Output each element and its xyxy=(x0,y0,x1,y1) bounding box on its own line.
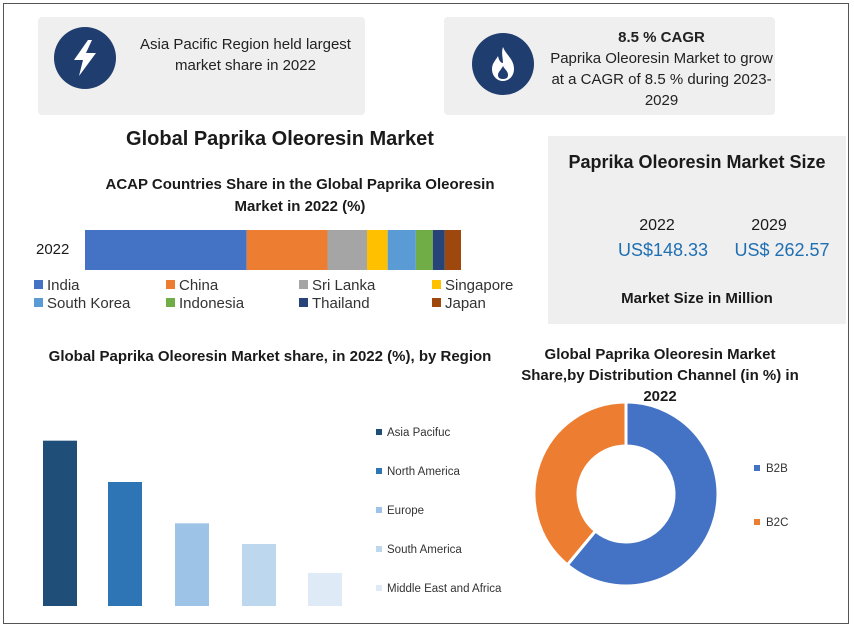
market-size-value-2022: US$148.33 xyxy=(617,240,709,260)
region-legend-swatch-south-america xyxy=(376,546,382,552)
legend-label-china: China xyxy=(179,277,219,294)
highlight-card-region: Asia Pacific Region held largest market … xyxy=(38,17,365,115)
stacked-segment-singapore xyxy=(367,230,388,270)
legend-label-south-korea: South Korea xyxy=(47,295,131,312)
stacked-bar-category-label: 2022 xyxy=(36,241,70,258)
region-legend-swatch-asia-pacifuc xyxy=(376,429,382,435)
market-size-footer: Market Size in Million xyxy=(621,290,773,307)
channel-legend-swatch-b2c xyxy=(754,519,760,525)
region-legend-label-north-america: North America xyxy=(387,466,460,478)
region-legend-label-middle-east-and-africa: Middle East and Africa xyxy=(387,583,502,595)
channel-chart-title: Global Paprika Oleoresin Market Share,by… xyxy=(521,346,799,405)
highlight-card-cagr: 8.5 % CAGR Paprika Oleoresin Market to g… xyxy=(444,17,775,115)
stacked-segment-south-korea xyxy=(387,230,416,270)
region-legend-swatch-europe xyxy=(376,507,382,513)
channel-legend-label-b2c: B2C xyxy=(766,517,788,529)
region-legend-label-asia-pacifuc: Asia Pacifuc xyxy=(387,427,451,439)
legend-label-indonesia: Indonesia xyxy=(179,295,245,312)
lightning-bolt-icon xyxy=(54,27,116,89)
market-size-card: Paprika Oleoresin Market Size 2022 US$14… xyxy=(548,136,846,324)
legend-swatch-south-korea xyxy=(34,298,43,307)
legend-swatch-china xyxy=(166,280,175,289)
stacked-segment-japan xyxy=(444,230,461,270)
legend-swatch-singapore xyxy=(432,280,441,289)
page-title: Global Paprika Oleoresin Market xyxy=(126,128,434,150)
market-size-title: Paprika Oleoresin Market Size xyxy=(568,152,826,172)
stacked-segment-indonesia xyxy=(415,230,433,270)
market-size-value-2029: US$ 262.57 xyxy=(734,240,830,260)
region-highlight-text: Asia Pacific Region held largest market … xyxy=(140,36,351,74)
legend-label-thailand: Thailand xyxy=(312,295,370,312)
legend-swatch-japan xyxy=(432,298,441,307)
stacked-segment-thailand xyxy=(432,230,445,270)
legend-label-india: India xyxy=(47,277,80,294)
flame-icon xyxy=(472,33,534,95)
legend-label-singapore: Singapore xyxy=(445,277,513,294)
legend-swatch-sri-lanka xyxy=(299,280,308,289)
donut-slice-b2b xyxy=(565,400,720,588)
donut-slice-b2c xyxy=(532,400,628,568)
channel-legend-label-b2b: B2B xyxy=(766,463,788,475)
region-legend-swatch-middle-east-and-africa xyxy=(376,585,382,591)
stacked-segment-china xyxy=(246,230,328,270)
legend-swatch-thailand xyxy=(299,298,308,307)
market-size-year-2029: 2029 xyxy=(751,217,787,234)
region-bar-south-america xyxy=(242,544,276,606)
stacked-segment-india xyxy=(85,230,247,270)
legend-label-sri-lanka: Sri Lanka xyxy=(312,277,376,294)
acap-chart-title: ACAP Countries Share in the Global Papri… xyxy=(105,176,495,215)
channel-legend-swatch-b2b xyxy=(754,465,760,471)
region-legend-label-south-america: South America xyxy=(387,544,462,556)
legend-label-japan: Japan xyxy=(445,295,486,312)
legend-swatch-india xyxy=(34,280,43,289)
cagr-text: Paprika Oleoresin Market to grow at a CA… xyxy=(550,50,773,109)
cagr-heading: 8.5 % CAGR xyxy=(618,29,705,46)
region-legend-label-europe: Europe xyxy=(387,505,424,517)
legend-swatch-indonesia xyxy=(166,298,175,307)
region-bar-asia-pacifuc xyxy=(43,440,77,606)
stacked-segment-sri-lanka xyxy=(327,230,367,270)
region-bar-europe xyxy=(175,523,209,606)
region-legend-swatch-north-america xyxy=(376,468,382,474)
market-size-year-2022: 2022 xyxy=(639,217,675,234)
region-bar-middle-east-and-africa xyxy=(308,572,342,606)
region-bar-north-america xyxy=(108,482,142,606)
region-chart-title: Global Paprika Oleoresin Market share, i… xyxy=(48,348,492,365)
